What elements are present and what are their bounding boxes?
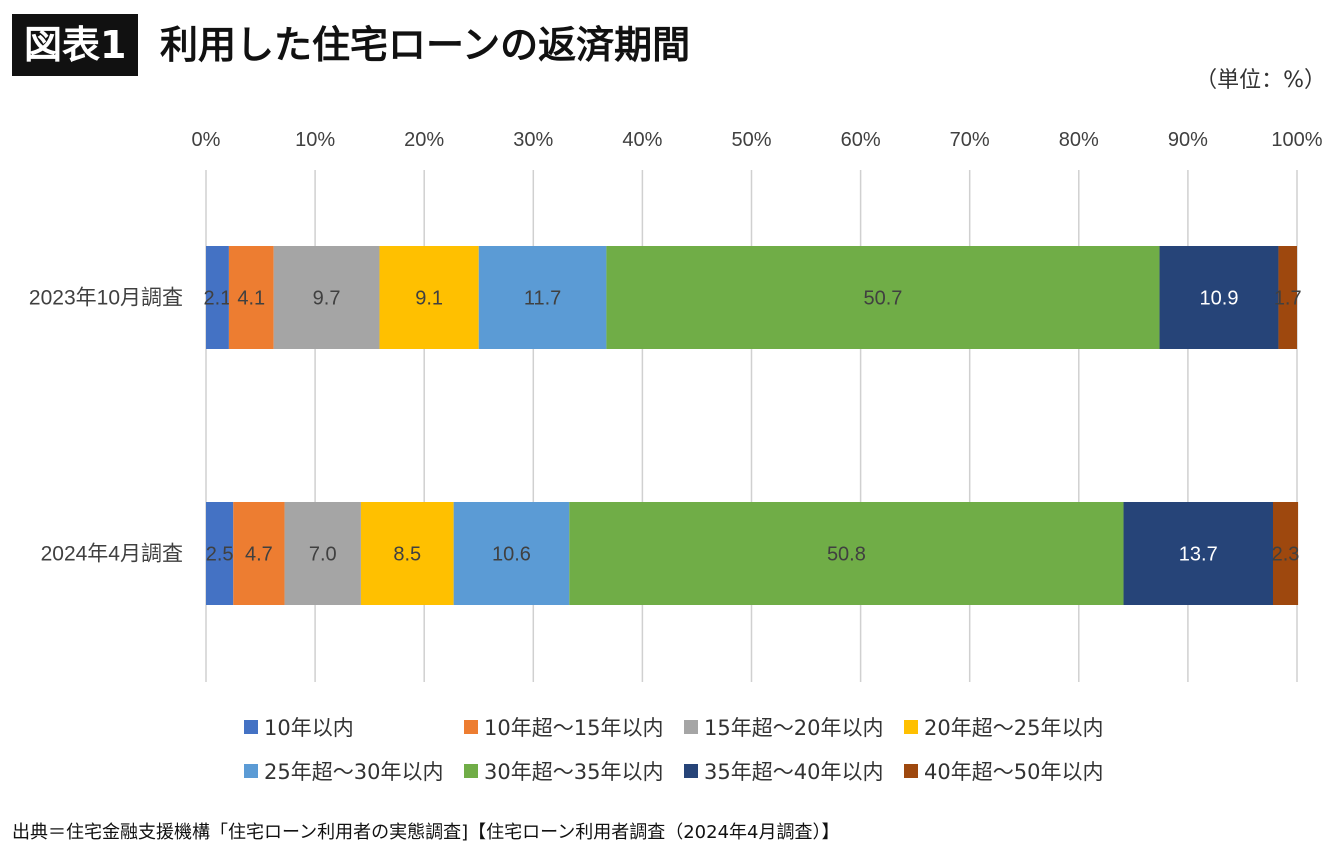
category-label: 2023年10月調査 (29, 287, 183, 310)
legend-item: 35年超～40年以内 (684, 756, 883, 786)
legend-item: 25年超～30年以内 (244, 756, 443, 786)
data-label: 11.7 (524, 288, 561, 310)
data-label: 1.7 (1274, 288, 1302, 310)
legend-label: 35年超～40年以内 (704, 760, 884, 784)
data-label: 7.0 (309, 544, 337, 566)
bar-segment (379, 246, 479, 349)
legend-item: 10年超～15年以内 (464, 712, 663, 742)
bar-segment (1159, 246, 1279, 349)
x-tick-label: 90% (1168, 129, 1208, 151)
source-note: 出典＝住宅金融支援機構「住宅ローン利用者の実態調査]【住宅ローン利用者調査（20… (12, 822, 840, 843)
data-label: 4.7 (245, 544, 273, 566)
bar-segment (273, 246, 380, 349)
legend-swatch (244, 764, 258, 778)
bar-segment (569, 502, 1124, 605)
legend-label: 15年超～20年以内 (704, 716, 884, 740)
x-tick-label: 30% (513, 129, 553, 151)
data-label: 2.3 (1272, 544, 1300, 566)
legend-swatch (464, 720, 478, 734)
legend-item: 10年以内 (244, 712, 354, 742)
x-tick-label: 10% (295, 129, 335, 151)
legend-swatch (244, 720, 258, 734)
x-tick-label: 80% (1059, 129, 1099, 151)
bar-segment (206, 502, 234, 605)
legend-swatch (904, 720, 918, 734)
bar-segment (453, 502, 570, 605)
bar-segment (228, 246, 274, 349)
legend-label: 30年超～35年以内 (484, 760, 664, 784)
bar-segment (284, 502, 361, 605)
legend-swatch (904, 764, 918, 778)
category-label: 2024年4月調査 (41, 543, 183, 566)
x-tick-label: 20% (404, 129, 444, 151)
data-label: 50.7 (863, 288, 902, 310)
data-label: 9.7 (313, 288, 341, 310)
x-tick-label: 100% (1271, 129, 1322, 151)
x-tick-label: 70% (950, 129, 990, 151)
legend-label: 25年超～30年以内 (264, 760, 444, 784)
legend-label: 10年超～15年以内 (484, 716, 664, 740)
legend-item: 30年超～35年以内 (464, 756, 663, 786)
bar-segment (606, 246, 1160, 349)
chart-title: 利用した住宅ローンの返済期間 (160, 23, 691, 67)
legend-label: 10年以内 (264, 716, 354, 740)
bar-segment (1278, 246, 1297, 349)
bar-segment (206, 246, 229, 349)
legend-swatch (464, 764, 478, 778)
x-tick-label: 50% (731, 129, 771, 151)
bar-segment (1272, 502, 1299, 605)
legend-swatch (684, 720, 698, 734)
data-label: 9.1 (415, 288, 443, 310)
x-tick-label: 0% (192, 129, 221, 151)
legend-swatch (684, 764, 698, 778)
legend-label: 20年超～25年以内 (924, 716, 1104, 740)
data-label: 50.8 (827, 544, 866, 566)
x-tick-label: 40% (622, 129, 662, 151)
legend-item: 15年超～20年以内 (684, 712, 883, 742)
figure-label: 図表1 (12, 14, 139, 76)
x-tick-label: 60% (841, 129, 881, 151)
bar-segment (1123, 502, 1273, 605)
data-label: 2.5 (206, 544, 234, 566)
bar-segment (478, 246, 607, 349)
data-label: 10.9 (1200, 288, 1239, 310)
bar-segment (233, 502, 285, 605)
data-label: 4.1 (237, 288, 265, 310)
bar-segment (360, 502, 454, 605)
legend-item: 40年超～50年以内 (904, 756, 1103, 786)
data-label: 13.7 (1179, 544, 1218, 566)
legend-label: 40年超～50年以内 (924, 760, 1104, 784)
data-label: 2.1 (204, 288, 232, 310)
unit-label: （単位：%） (1195, 68, 1326, 93)
legend-item: 20年超～25年以内 (904, 712, 1103, 742)
data-label: 10.6 (492, 544, 531, 566)
data-label: 8.5 (393, 544, 421, 566)
